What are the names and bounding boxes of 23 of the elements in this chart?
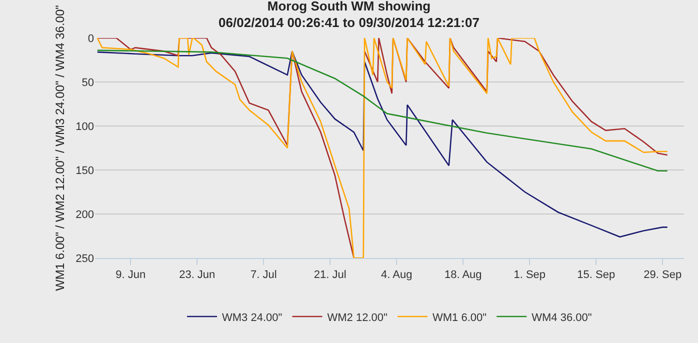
chart-subtitle: 06/02/2014 00:26:41 to 09/30/2014 12:21:07 [218,15,480,30]
y-tick-label: 100 [76,120,94,133]
y-tick-label: 250 [76,252,94,265]
x-tick-label: 7. Jul [250,269,277,282]
x-tick-label: 29. Sep [644,269,682,282]
legend-label: WM4 36.00" [532,312,592,324]
x-tick-label: 18. Aug [444,269,482,282]
y-tick-label: 50 [82,76,94,89]
legend-label: WM3 24.00" [222,312,282,324]
chart-title: Morog South WM showing [267,0,431,14]
x-tick-label: 15. Sep [577,269,616,282]
legend-label: WM2 12.00" [327,312,388,324]
x-tick-label: 1. Sep [514,269,546,282]
legend-label: WM1 6.00" [432,312,487,324]
x-tick-label: 4. Aug [381,269,412,282]
y-tick-label: 150 [76,164,94,177]
y-tick-label: 200 [76,208,94,221]
line-series [96,50,668,172]
x-tick-label: 23. Jun [179,269,216,282]
y-axis-title: WM1 6.00" / WM2 12.00" / WM3 24.00" / WM4 36.00" [52,5,67,291]
x-tick-label: 9. Jun [116,269,146,282]
y-tick-label: 0 [88,32,94,45]
x-tick-label: 21. Jul [314,269,346,282]
